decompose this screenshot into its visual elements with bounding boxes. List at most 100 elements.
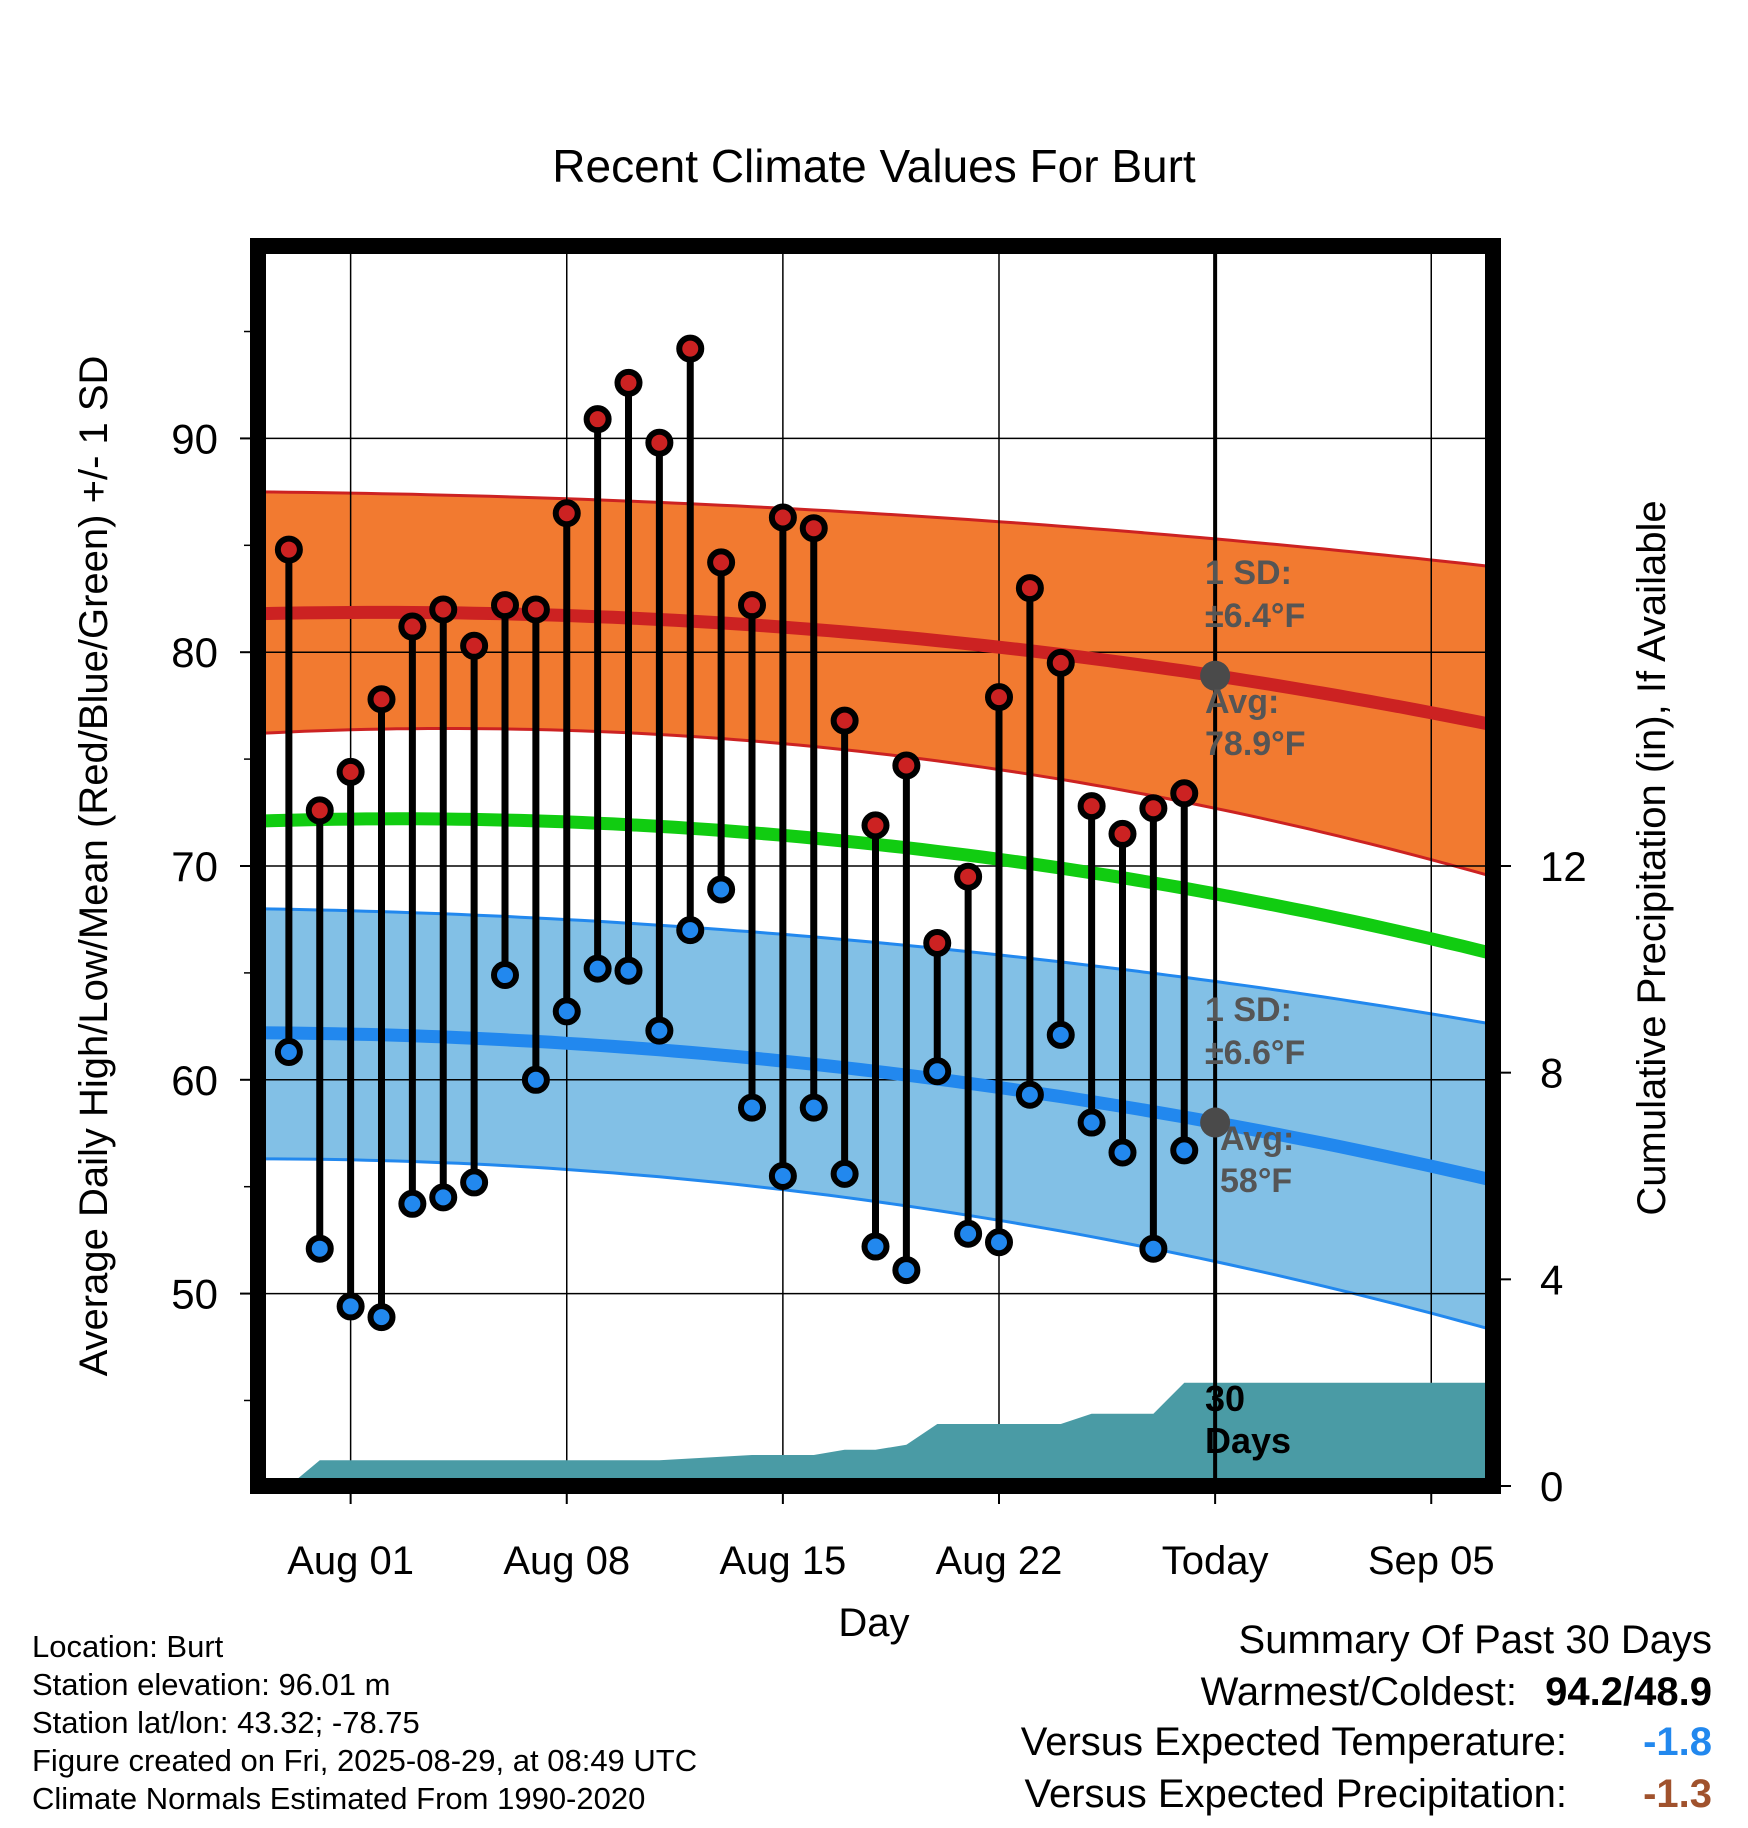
day-bar <box>768 503 797 1190</box>
day-bar <box>645 428 674 1045</box>
axes: 50 60 70 80 90 0 4 8 12 Aug 01 Aug 08 Aug 15 Aug 22 T… <box>171 330 1587 1583</box>
high-point <box>830 706 859 735</box>
low-point <box>336 1292 365 1321</box>
x-tick-label: Aug 01 <box>287 1539 414 1583</box>
y-tick-label: 60 <box>171 1057 218 1104</box>
plot-area: 1 SD: ±6.4°F Avg: 78.9°F 1 SD: ±6.6°F Avg: 58°F… <box>257 246 1495 1486</box>
temp-value: -1.8 <box>1643 1720 1712 1764</box>
low-point <box>583 954 612 983</box>
high-point <box>583 405 612 434</box>
high-point <box>429 595 458 624</box>
low-point <box>892 1256 921 1285</box>
low-point <box>614 956 643 985</box>
low-point <box>923 1057 952 1086</box>
low-point <box>1046 1020 1075 1049</box>
high-upper-line <box>257 490 1494 569</box>
day-bar <box>676 334 705 945</box>
day-bar <box>336 757 365 1321</box>
x-axis-label: Day <box>838 1601 909 1645</box>
day-bar <box>583 405 612 983</box>
high-point <box>738 591 766 620</box>
day-bar <box>1077 792 1106 1137</box>
low-point <box>367 1303 396 1332</box>
day-bar <box>552 499 581 1026</box>
day-bar <box>1139 794 1168 1263</box>
warm-cold-label: Warmest/Coldest: <box>1200 1670 1517 1714</box>
high-point <box>985 683 1013 712</box>
y-right-tick-label: 12 <box>1540 843 1587 890</box>
precip-label: Versus Expected Precipitation: <box>1024 1772 1567 1816</box>
low-sd-label: 1 SD: <box>1205 991 1292 1029</box>
day-bar <box>274 535 303 1066</box>
latlon-text: Station lat/lon: 43.32; -78.75 <box>32 1705 420 1740</box>
high-normal-line <box>257 605 1495 732</box>
normals-text: Climate Normals Estimated From 1990-2020 <box>32 1781 646 1816</box>
high-point <box>521 595 550 624</box>
y-tick-label: 80 <box>171 629 218 676</box>
high-point <box>398 612 427 641</box>
days-count-number: 30 <box>1205 1378 1245 1419</box>
high-point <box>707 548 736 577</box>
chart-title: Recent Climate Values For Burt <box>552 140 1196 192</box>
high-point <box>1170 779 1199 808</box>
x-tick-label: Today <box>1162 1539 1269 1583</box>
station-info: Location: Burt Station elevation: 96.01 … <box>32 1628 697 1818</box>
low-point <box>676 916 705 945</box>
x-tick-label: Aug 15 <box>719 1539 846 1583</box>
y-tick-label: 70 <box>171 843 218 890</box>
low-point <box>521 1065 550 1094</box>
day-bar <box>1046 648 1075 1049</box>
temp-label: Versus Expected Temperature: <box>1020 1720 1567 1764</box>
low-point <box>398 1189 427 1218</box>
high-point <box>892 751 921 780</box>
day-bar <box>367 685 396 1332</box>
high-point <box>336 757 365 786</box>
location-text: Location: Burt <box>32 1629 224 1664</box>
low-point <box>1108 1138 1137 1167</box>
low-point <box>707 875 736 904</box>
day-bar <box>398 612 427 1218</box>
high-point <box>645 428 674 457</box>
low-point <box>429 1183 458 1212</box>
elevation-text: Station elevation: 96.01 m <box>32 1667 391 1702</box>
annotations: 1 SD: ±6.4°F Avg: 78.9°F 1 SD: ±6.6°F Avg: 58°F… <box>1200 554 1306 1461</box>
x-tick-label: Aug 22 <box>936 1539 1063 1583</box>
high-avg-value: 78.9°F <box>1205 725 1306 763</box>
low-point <box>1077 1108 1106 1137</box>
low-point <box>861 1232 890 1261</box>
y-tick-label: 50 <box>171 1271 218 1318</box>
low-point <box>830 1159 859 1188</box>
day-bar <box>1170 779 1199 1165</box>
low-sd-value: ±6.6°F <box>1205 1034 1305 1072</box>
high-point <box>1046 648 1075 677</box>
low-point <box>305 1234 334 1263</box>
y-right-tick-label: 4 <box>1540 1256 1563 1303</box>
low-point <box>954 1219 983 1248</box>
day-bar <box>305 796 334 1263</box>
warm-cold-value: 94.2/48.9 <box>1545 1670 1712 1714</box>
high-point <box>1139 794 1168 823</box>
high-point <box>305 796 334 825</box>
high-point <box>614 368 643 397</box>
high-point <box>1108 819 1137 848</box>
day-bar <box>429 595 458 1212</box>
y-axis-label-left: Average Daily High/Low/Mean (Red/Blue/Gr… <box>72 356 116 1377</box>
high-point <box>1077 792 1106 821</box>
day-bar <box>861 811 890 1261</box>
day-bar <box>1108 819 1137 1167</box>
day-bar <box>738 591 766 1122</box>
day-bar <box>985 683 1013 1257</box>
high-point <box>491 591 519 620</box>
day-bar <box>521 595 550 1094</box>
day-bar <box>830 706 859 1188</box>
precip-value: -1.3 <box>1643 1772 1712 1816</box>
low-point <box>552 997 581 1026</box>
observation-bars <box>274 334 1199 1332</box>
y-right-tick-label: 0 <box>1540 1463 1563 1510</box>
x-tick-label: Aug 08 <box>503 1539 630 1583</box>
high-sd-label: 1 SD: <box>1205 554 1292 592</box>
low-point <box>1015 1080 1044 1109</box>
day-bar <box>954 862 983 1248</box>
low-point <box>738 1093 766 1122</box>
high-point <box>923 928 952 957</box>
